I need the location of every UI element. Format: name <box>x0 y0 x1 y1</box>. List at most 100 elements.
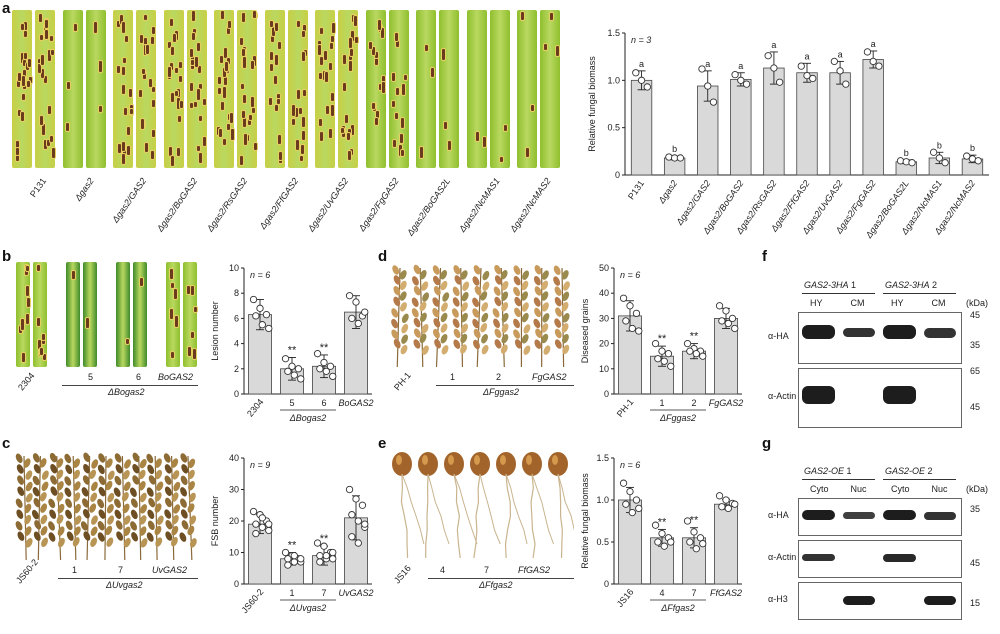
lesion-spot <box>173 287 179 300</box>
lesion-spot <box>43 19 49 29</box>
significance-label: b <box>672 144 677 154</box>
seed-highlight <box>526 455 532 465</box>
photo-label: 5 <box>88 372 94 382</box>
spike-stem <box>435 267 442 367</box>
y-tick-label: 0 <box>234 579 239 589</box>
x-tick-label: Δgas2/GAS2 <box>674 178 713 227</box>
data-point <box>252 529 260 538</box>
grain <box>83 463 90 474</box>
grain <box>25 470 33 480</box>
y-tick-label: 4 <box>234 339 239 349</box>
lesion-spot <box>330 104 336 118</box>
grain <box>105 525 113 536</box>
lesion-spot <box>174 89 180 98</box>
grain <box>73 526 81 536</box>
data-point <box>658 529 666 538</box>
panel-letter-e: e <box>378 435 387 452</box>
lesion-spot <box>39 346 45 357</box>
lesion-spot <box>249 96 255 108</box>
gene-name: GAS2-3HA <box>804 280 849 290</box>
grain <box>64 487 72 497</box>
lesion-spot <box>520 10 526 22</box>
lesion-spot <box>329 92 335 103</box>
lesion-spot <box>239 37 245 46</box>
grain <box>461 302 468 312</box>
grain <box>132 463 140 474</box>
lesion-spot <box>348 60 354 73</box>
lesion-spot <box>296 89 302 101</box>
lesion-spot <box>20 318 26 332</box>
lesion-spot <box>219 54 225 64</box>
lesion-spot <box>300 115 306 128</box>
panel-e-seedling-photo <box>388 450 574 560</box>
seed-highlight <box>474 455 480 465</box>
lesion-spot <box>276 98 282 106</box>
lesion-spot <box>268 20 274 29</box>
lesion-spot <box>393 32 399 42</box>
photo-label: 1 <box>450 372 456 382</box>
grain <box>452 318 460 328</box>
grain <box>440 270 448 280</box>
grain <box>452 286 460 297</box>
lesion-spot <box>20 23 26 31</box>
lesion-spot <box>167 146 173 157</box>
grain <box>433 318 441 328</box>
blot-lane-label: Nuc <box>931 484 948 494</box>
photo-label: 7 <box>484 565 490 575</box>
lesion-spot <box>38 13 44 24</box>
data-point <box>354 539 362 547</box>
photo-label: JS16 <box>392 563 413 586</box>
grain <box>156 481 164 491</box>
grain <box>82 509 90 519</box>
group-underline <box>436 385 574 386</box>
gene-name: GAS2-3HA <box>885 280 930 290</box>
grain <box>32 453 40 463</box>
y-tick-label: 20 <box>599 339 609 349</box>
data-point <box>654 538 662 546</box>
data-point <box>361 308 369 316</box>
grain <box>155 469 163 480</box>
spike-stem <box>396 267 401 367</box>
lesion-spot <box>299 154 305 162</box>
group-label: ΔFfgas2 <box>479 580 513 590</box>
lesion-spot <box>168 17 174 27</box>
lesion-spot <box>48 34 54 43</box>
data-point <box>683 517 692 525</box>
lesion-spot <box>128 107 134 116</box>
grain <box>17 531 25 541</box>
lesion-spot <box>144 44 150 55</box>
lesion-spot <box>344 114 350 125</box>
grain <box>421 281 429 291</box>
bar <box>630 79 653 176</box>
data-point <box>622 317 630 325</box>
panel-e-chart: 0 0.5 1.0 1.5 Relative fungal biomass n = 6 JS… <box>580 453 742 613</box>
lesion-spot <box>346 149 352 161</box>
blot-lane-label: HY <box>810 298 823 308</box>
bar <box>730 78 752 176</box>
grain <box>440 280 448 291</box>
y-tick-label: 30 <box>599 313 609 323</box>
leaf-blade <box>540 10 560 168</box>
grain <box>501 291 509 301</box>
grain <box>432 265 440 275</box>
grain <box>32 487 40 497</box>
grain <box>419 301 427 312</box>
data-point <box>320 542 328 550</box>
group-label: ΔBogas2 <box>108 387 145 397</box>
lesion-spot <box>273 75 279 85</box>
grain <box>434 339 442 349</box>
lesion-spot <box>274 53 280 66</box>
data-point <box>863 48 872 56</box>
grain <box>24 514 32 525</box>
grain <box>533 318 541 329</box>
grain <box>39 492 47 502</box>
grain <box>534 307 542 318</box>
grain <box>41 537 48 548</box>
data-point <box>628 324 636 333</box>
data-point <box>660 542 668 550</box>
leaf-blade <box>287 10 308 168</box>
data-point <box>626 302 634 310</box>
grain <box>432 307 440 318</box>
significance-label: ** <box>320 533 329 545</box>
data-point <box>686 347 694 355</box>
